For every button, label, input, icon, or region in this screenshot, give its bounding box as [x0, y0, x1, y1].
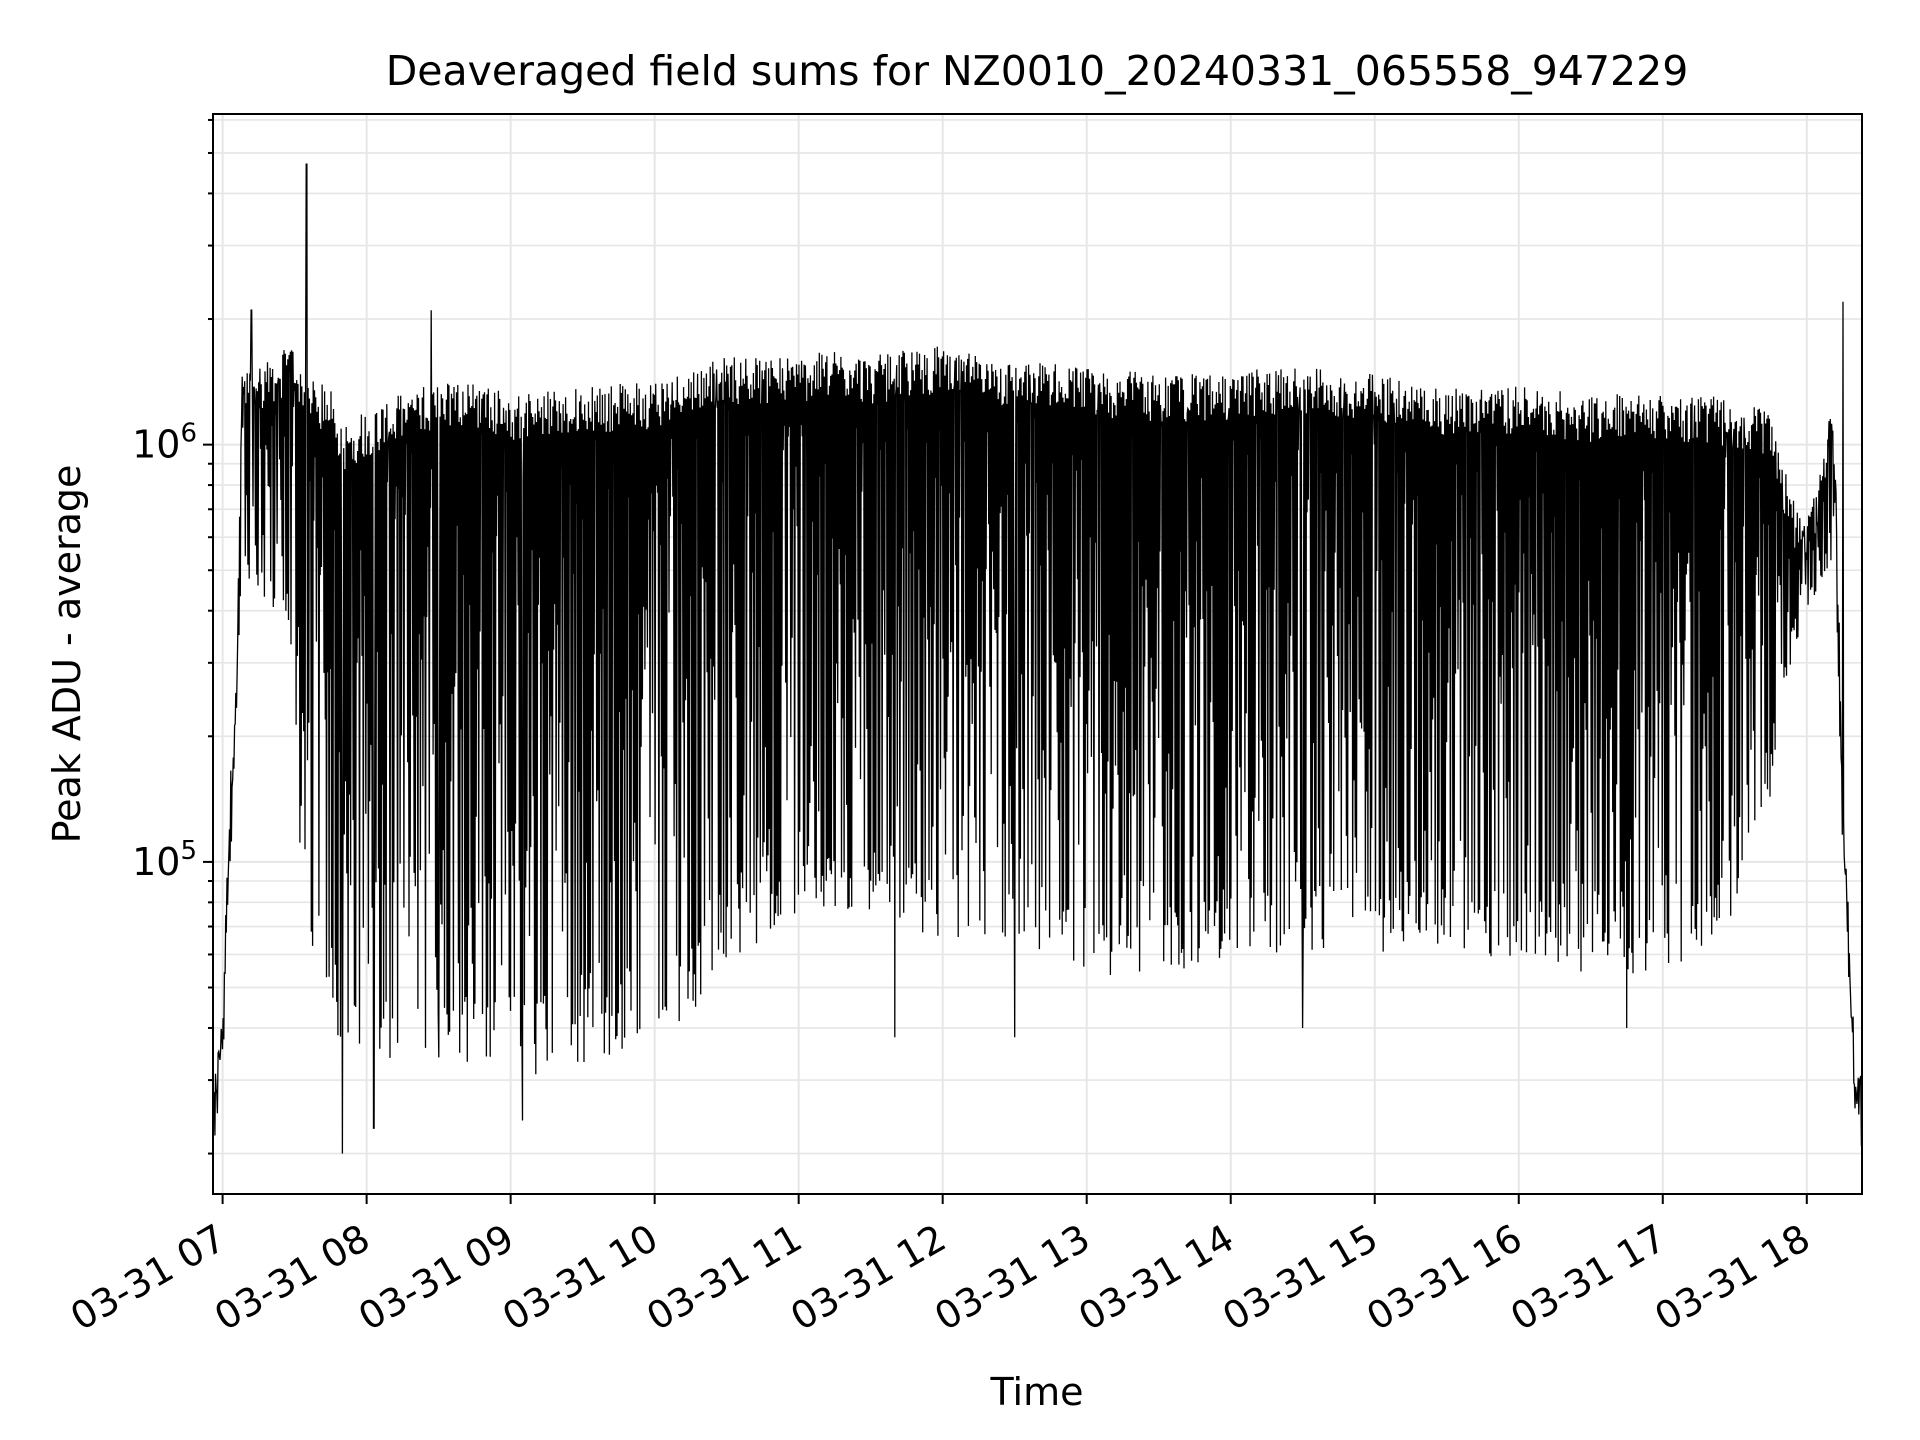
y-axis: 105 106 — [132, 118, 213, 1155]
y-axis-label: Peak ADU - average — [45, 465, 89, 844]
chart-title: Deaveraged field sums for NZ0010_2024033… — [386, 47, 1689, 95]
plot-frame — [212, 113, 1863, 1195]
y-tick-label: 106 — [132, 419, 197, 467]
series-black — [212, 163, 1863, 1154]
x-axis-label: Time — [990, 1370, 1084, 1414]
series-line — [212, 163, 1863, 1154]
y-tick-label: 105 — [132, 836, 197, 884]
